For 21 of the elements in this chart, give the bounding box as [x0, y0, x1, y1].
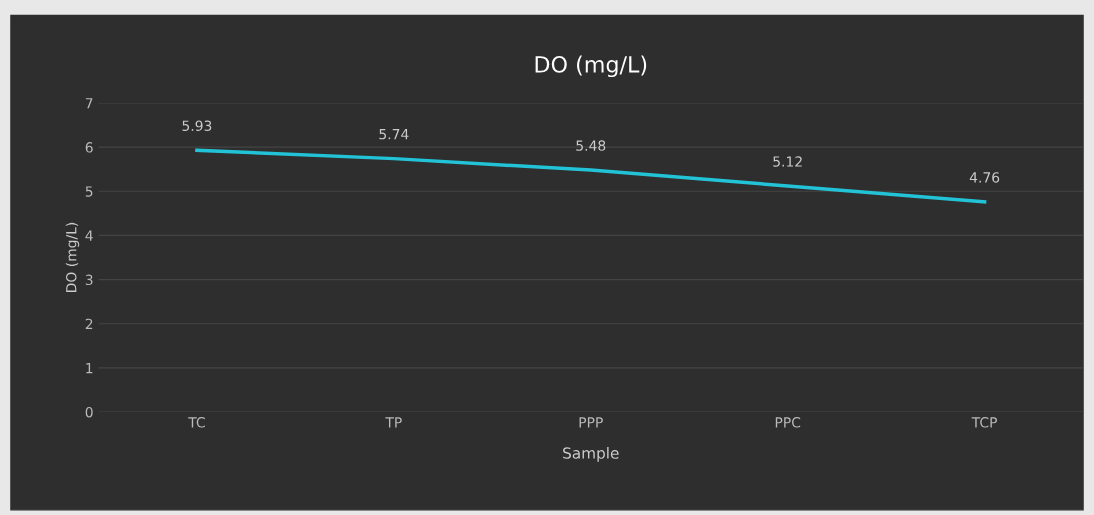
y-axis-title: DO (mg/L)	[65, 222, 80, 292]
data-label: 5.12	[773, 156, 802, 167]
data-label: 4.76	[969, 172, 1000, 183]
x-tick-label: PPC	[775, 417, 801, 428]
x-tick-label: TCP	[971, 417, 997, 428]
y-tick-label: 0	[85, 406, 93, 418]
x-tick-label: TC	[188, 417, 205, 428]
x-axis-title: Sample	[563, 446, 619, 462]
data-label: 5.93	[182, 120, 212, 131]
data-label: 5.74	[379, 129, 409, 140]
y-tick-label: 7	[85, 98, 93, 109]
x-tick-label: TP	[385, 417, 402, 428]
y-tick-label: 2	[85, 318, 93, 329]
chart-title: DO (mg/L)	[535, 55, 647, 78]
y-tick-label: 1	[86, 363, 93, 374]
y-tick-label: 6	[85, 142, 93, 153]
y-tick-label: 5	[85, 186, 93, 197]
x-tick-label: PPP	[579, 417, 603, 428]
y-tick-label: 4	[85, 230, 93, 241]
y-tick-label: 3	[85, 274, 93, 286]
data-label: 5.48	[576, 140, 606, 151]
